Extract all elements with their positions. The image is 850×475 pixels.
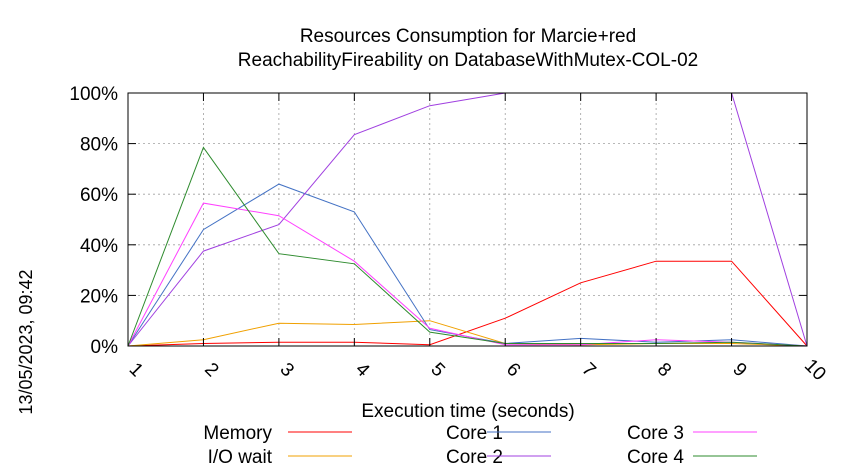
legend-label: Core 4 <box>627 447 684 468</box>
y-tick-label: 60% <box>80 185 118 206</box>
y-tick-label: 0% <box>91 337 119 358</box>
x-tick-label: 7 <box>577 359 599 381</box>
grid-lines <box>127 92 808 347</box>
timestamp-label: 13/05/2023, 09:42 <box>16 269 36 414</box>
x-tick-label: 1 <box>125 359 147 381</box>
series-line-core-3 <box>127 202 808 347</box>
series-line-core-1 <box>127 183 808 347</box>
x-axis-ticks: 1 2 3 4 5 6 7 8 9 10 <box>125 93 830 385</box>
x-tick-label: 8 <box>653 359 675 381</box>
legend: Memory I/O wait Core 1 Core 2 Core 3 Core 4 <box>203 423 757 468</box>
series-line-memory <box>127 260 808 347</box>
legend-label: Core 3 <box>627 423 684 444</box>
x-axis-label: Execution time (seconds) <box>361 401 574 422</box>
series-lines <box>127 92 808 347</box>
legend-label: I/O wait <box>208 447 273 468</box>
y-tick-label: 40% <box>80 236 118 257</box>
x-tick-label: 4 <box>351 359 374 382</box>
x-tick-label: 2 <box>200 359 222 381</box>
chart-title-line1: Resources Consumption for Marcie+red <box>300 26 636 47</box>
x-tick-label: 9 <box>728 359 750 381</box>
plot-frame <box>127 92 808 347</box>
series-line-core-4 <box>127 146 808 347</box>
legend-label: Memory <box>203 423 272 444</box>
chart-title-line2: ReachabilityFireability on DatabaseWithM… <box>238 50 698 71</box>
x-tick-label: 3 <box>276 359 298 381</box>
x-tick-label: 10 <box>800 355 830 385</box>
x-tick-label: 6 <box>502 359 524 381</box>
y-tick-label: 100% <box>69 84 118 105</box>
series-line-core-2 <box>127 92 808 347</box>
series-line-i-o-wait <box>127 320 808 347</box>
legend-label: Core 1 <box>446 423 503 444</box>
y-tick-label: 20% <box>80 286 118 307</box>
x-tick-label: 5 <box>427 359 449 381</box>
y-tick-label: 80% <box>80 135 118 156</box>
y-axis-ticks: 0% 20% 40% 60% 80% 100% <box>69 84 807 358</box>
legend-label: Core 2 <box>446 447 503 468</box>
